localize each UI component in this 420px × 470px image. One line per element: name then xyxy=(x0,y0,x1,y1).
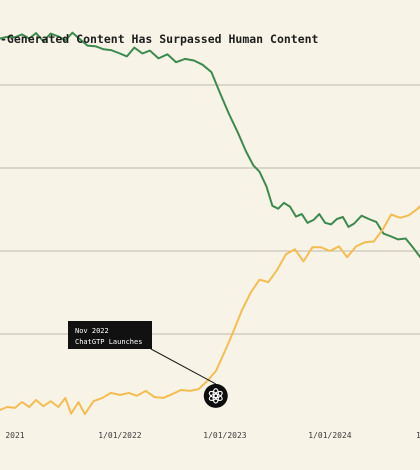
annotation-date-label: Nov 2022 xyxy=(75,327,109,335)
series-lines xyxy=(0,31,420,416)
x-tick-label: 1/01/2023 xyxy=(203,431,247,440)
x-tick-label: 2021 xyxy=(5,431,24,440)
x-tick-label: 1/01/2022 xyxy=(98,431,142,440)
annotation-leader-line xyxy=(150,348,216,385)
series-line-1 xyxy=(0,31,420,259)
series-line-2 xyxy=(0,204,420,416)
x-tick-label: 1/01/2024 xyxy=(308,431,352,440)
annotation: Nov 2022 ChatGTP Launches xyxy=(68,321,228,408)
x-tick-label: 1/01/202 xyxy=(416,431,420,440)
annotation-event-label: ChatGTP Launches xyxy=(75,338,142,346)
annotation-box xyxy=(68,321,152,349)
x-axis-ticks: 2021 1/01/2022 1/01/2023 1/01/2024 1/01/202 xyxy=(5,431,420,440)
openai-logo-icon xyxy=(203,383,228,408)
chart-title: -Generated Content Has Surpassed Human C… xyxy=(0,32,319,46)
gridlines xyxy=(0,84,420,335)
